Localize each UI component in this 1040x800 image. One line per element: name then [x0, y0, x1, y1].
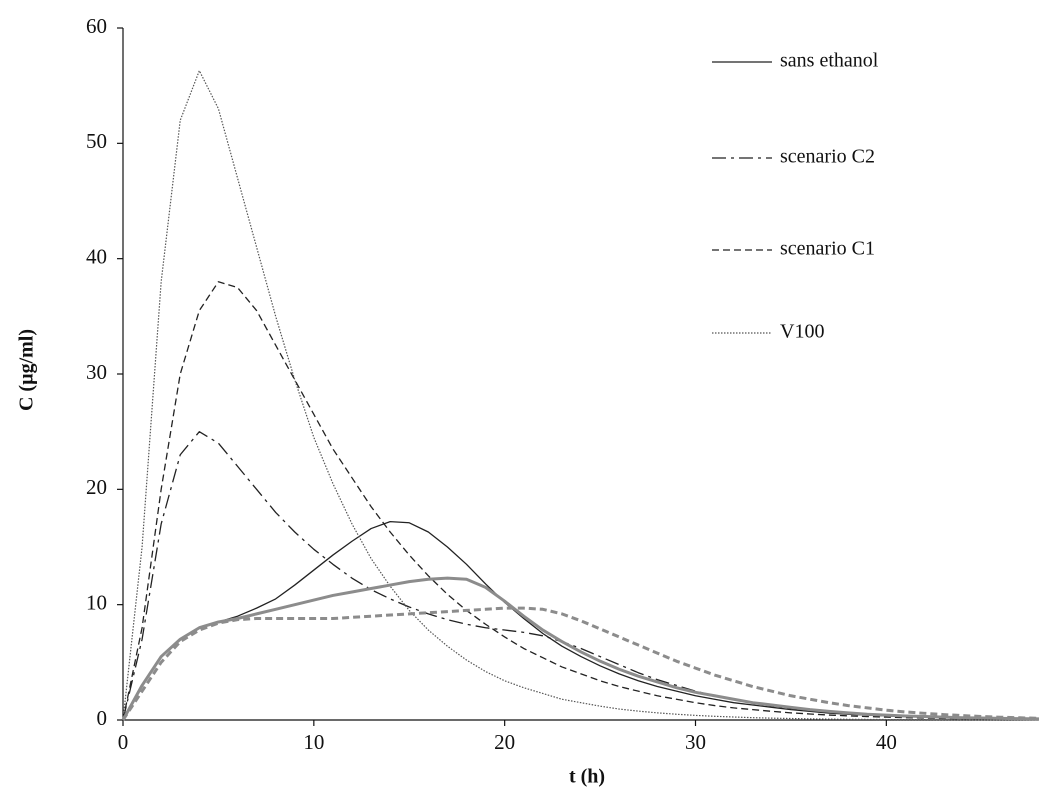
line — [122, 431, 1040, 721]
line — [122, 520, 1040, 721]
y-tick-label: 50 — [86, 129, 107, 153]
x-axis-title: t (h) — [569, 766, 605, 788]
x-tick-label: 30 — [685, 730, 706, 754]
y-tick-label: 60 — [86, 14, 107, 38]
x-tick-label: 10 — [303, 730, 324, 754]
x-tick-label: 40 — [876, 730, 897, 754]
x-tick-label: 0 — [118, 730, 129, 754]
legend-label: scenario C2 — [780, 146, 875, 168]
y-tick-label: 30 — [86, 360, 107, 384]
line — [122, 70, 1039, 721]
y-tick-label: 40 — [86, 244, 107, 268]
y-tick-label: 10 — [86, 590, 107, 614]
legend-label: V100 — [780, 321, 824, 343]
y-axis-title: C (µg/ml) — [16, 329, 38, 411]
line — [121, 576, 1040, 721]
legend-label: sans ethanol — [780, 50, 879, 72]
legend-label: scenario C1 — [780, 238, 875, 260]
y-tick-label: 20 — [86, 475, 107, 499]
line — [122, 281, 1040, 721]
x-tick-label: 20 — [494, 730, 515, 754]
y-tick-label: 0 — [97, 706, 108, 730]
